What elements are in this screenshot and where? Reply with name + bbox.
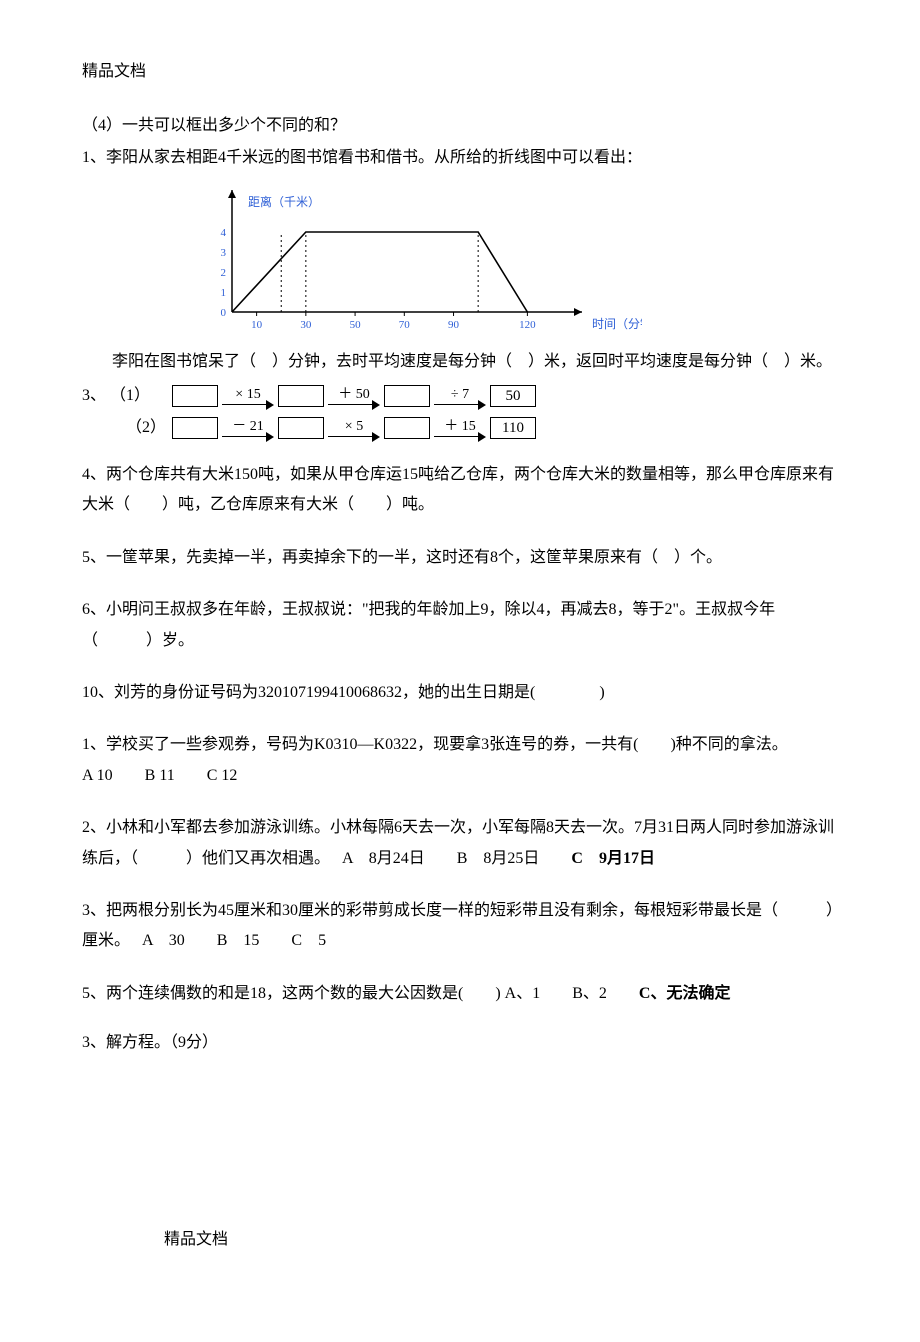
flow-label-2: （2）	[82, 416, 172, 440]
svg-text:120: 120	[519, 319, 536, 331]
flow-box	[278, 385, 324, 407]
flow-arrow: － 21	[218, 414, 278, 442]
line-chart: 0 1 2 3 4 10 30 50 70 90 120 距离（千米） 时间（分钟）	[202, 182, 642, 342]
footer-text: 精品文档	[164, 1228, 228, 1252]
flow-result: 50	[490, 385, 536, 407]
svg-text:50: 50	[350, 319, 362, 331]
svg-text:70: 70	[399, 319, 411, 331]
mc-question-3: 3、把两根分别长为45厘米和30厘米的彩带剪成长度一样的短彩带且没有剩余，每根短…	[82, 896, 838, 957]
mc3-option-c: C 5	[291, 926, 326, 956]
mc5-option-c: C、无法确定	[639, 979, 731, 1009]
flow-label-1: 3、 （1）	[82, 384, 172, 408]
flow-box	[278, 417, 324, 439]
flow-box	[172, 385, 218, 407]
mc1-option-a: A 10	[82, 761, 113, 791]
flow-box	[172, 417, 218, 439]
question-3eq: 3、解方程。（9分）	[82, 1031, 838, 1055]
svg-text:90: 90	[448, 319, 460, 331]
mc1-option-b: B 11	[145, 761, 175, 791]
flow-arrow: ＋ 50	[324, 382, 384, 410]
flow-arrow: × 5	[324, 414, 384, 442]
flow-result: 110	[490, 417, 536, 439]
flow-box	[384, 385, 430, 407]
question-6: 6、小明问王叔叔多在年龄，王叔叔说："把我的年龄加上9，除以4，再减去8，等于2…	[82, 595, 838, 656]
mc5-option-b: B、2	[572, 979, 607, 1009]
svg-text:3: 3	[221, 247, 227, 259]
svg-text:0: 0	[221, 307, 227, 319]
header-text: 精品文档	[82, 60, 838, 84]
svg-text:30: 30	[300, 319, 312, 331]
chart-svg: 0 1 2 3 4 10 30 50 70 90 120 距离（千米） 时间（分钟）	[202, 182, 642, 342]
mc-question-1: 1、学校买了一些参观券，号码为K0310—K0322，现要拿3张连号的券，一共有…	[82, 730, 838, 791]
flow-row-2: （2） － 21 × 5 ＋ 15 110	[82, 414, 838, 442]
question-4: （4）一共可以框出多少个不同的和？	[82, 114, 838, 138]
mc5-option-a: A、1	[505, 979, 541, 1009]
svg-text:10: 10	[251, 319, 263, 331]
q3-num: 3、	[82, 387, 106, 404]
question-4b: 4、两个仓库共有大米150吨，如果从甲仓库运15吨给乙仓库，两个仓库大米的数量相…	[82, 460, 838, 521]
flow-arrow: × 15	[218, 382, 278, 410]
mc3-option-a: A 30	[142, 926, 185, 956]
mc-question-2: 2、小林和小军都去参加游泳训练。小林每隔6天去一次，小军每隔8天去一次。7月31…	[82, 813, 838, 874]
question-10: 10、刘芳的身份证号码为320107199410068632，她的出生日期是( …	[82, 678, 838, 708]
flow-arrow: ÷ 7	[430, 382, 490, 410]
mc2-option-b: B 8月25日	[457, 844, 540, 874]
svg-text:时间（分钟）: 时间（分钟）	[592, 316, 642, 331]
mc1-stem: 1、学校买了一些参观券，号码为K0310—K0322，现要拿3张连号的券，一共有…	[82, 736, 788, 753]
svg-text:2: 2	[221, 267, 227, 279]
question-1a: 1、李阳从家去相距4千米远的图书馆看书和借书。从所给的折线图中可以看出：	[82, 146, 838, 170]
svg-text:距离（千米）: 距离（千米）	[248, 194, 320, 209]
mc2-option-a: A 8月24日	[342, 844, 425, 874]
mc5-stem: 5、两个连续偶数的和是18，这两个数的最大公因数是( )	[82, 985, 501, 1002]
mc2-option-c: C 9月17日	[571, 844, 655, 874]
question-1b: 李阳在图书馆呆了（ ）分钟，去时平均速度是每分钟（ ）米，返回时平均速度是每分钟…	[82, 350, 838, 374]
svg-text:4: 4	[221, 227, 227, 239]
svg-text:1: 1	[221, 287, 227, 299]
mc-question-5: 5、两个连续偶数的和是18，这两个数的最大公因数是( ) A、1 B、2 C、无…	[82, 979, 838, 1009]
question-5: 5、一筐苹果，先卖掉一半，再卖掉余下的一半，这时还有8个，这筐苹果原来有（ ）个…	[82, 543, 838, 573]
flow-box	[384, 417, 430, 439]
mc3-option-b: B 15	[217, 926, 260, 956]
q3-row1-label: （1）	[110, 387, 150, 404]
flow-arrow: ＋ 15	[430, 414, 490, 442]
mc1-option-c: C 12	[207, 761, 238, 791]
flow-row-1: 3、 （1） × 15 ＋ 50 ÷ 7 50	[82, 382, 838, 410]
